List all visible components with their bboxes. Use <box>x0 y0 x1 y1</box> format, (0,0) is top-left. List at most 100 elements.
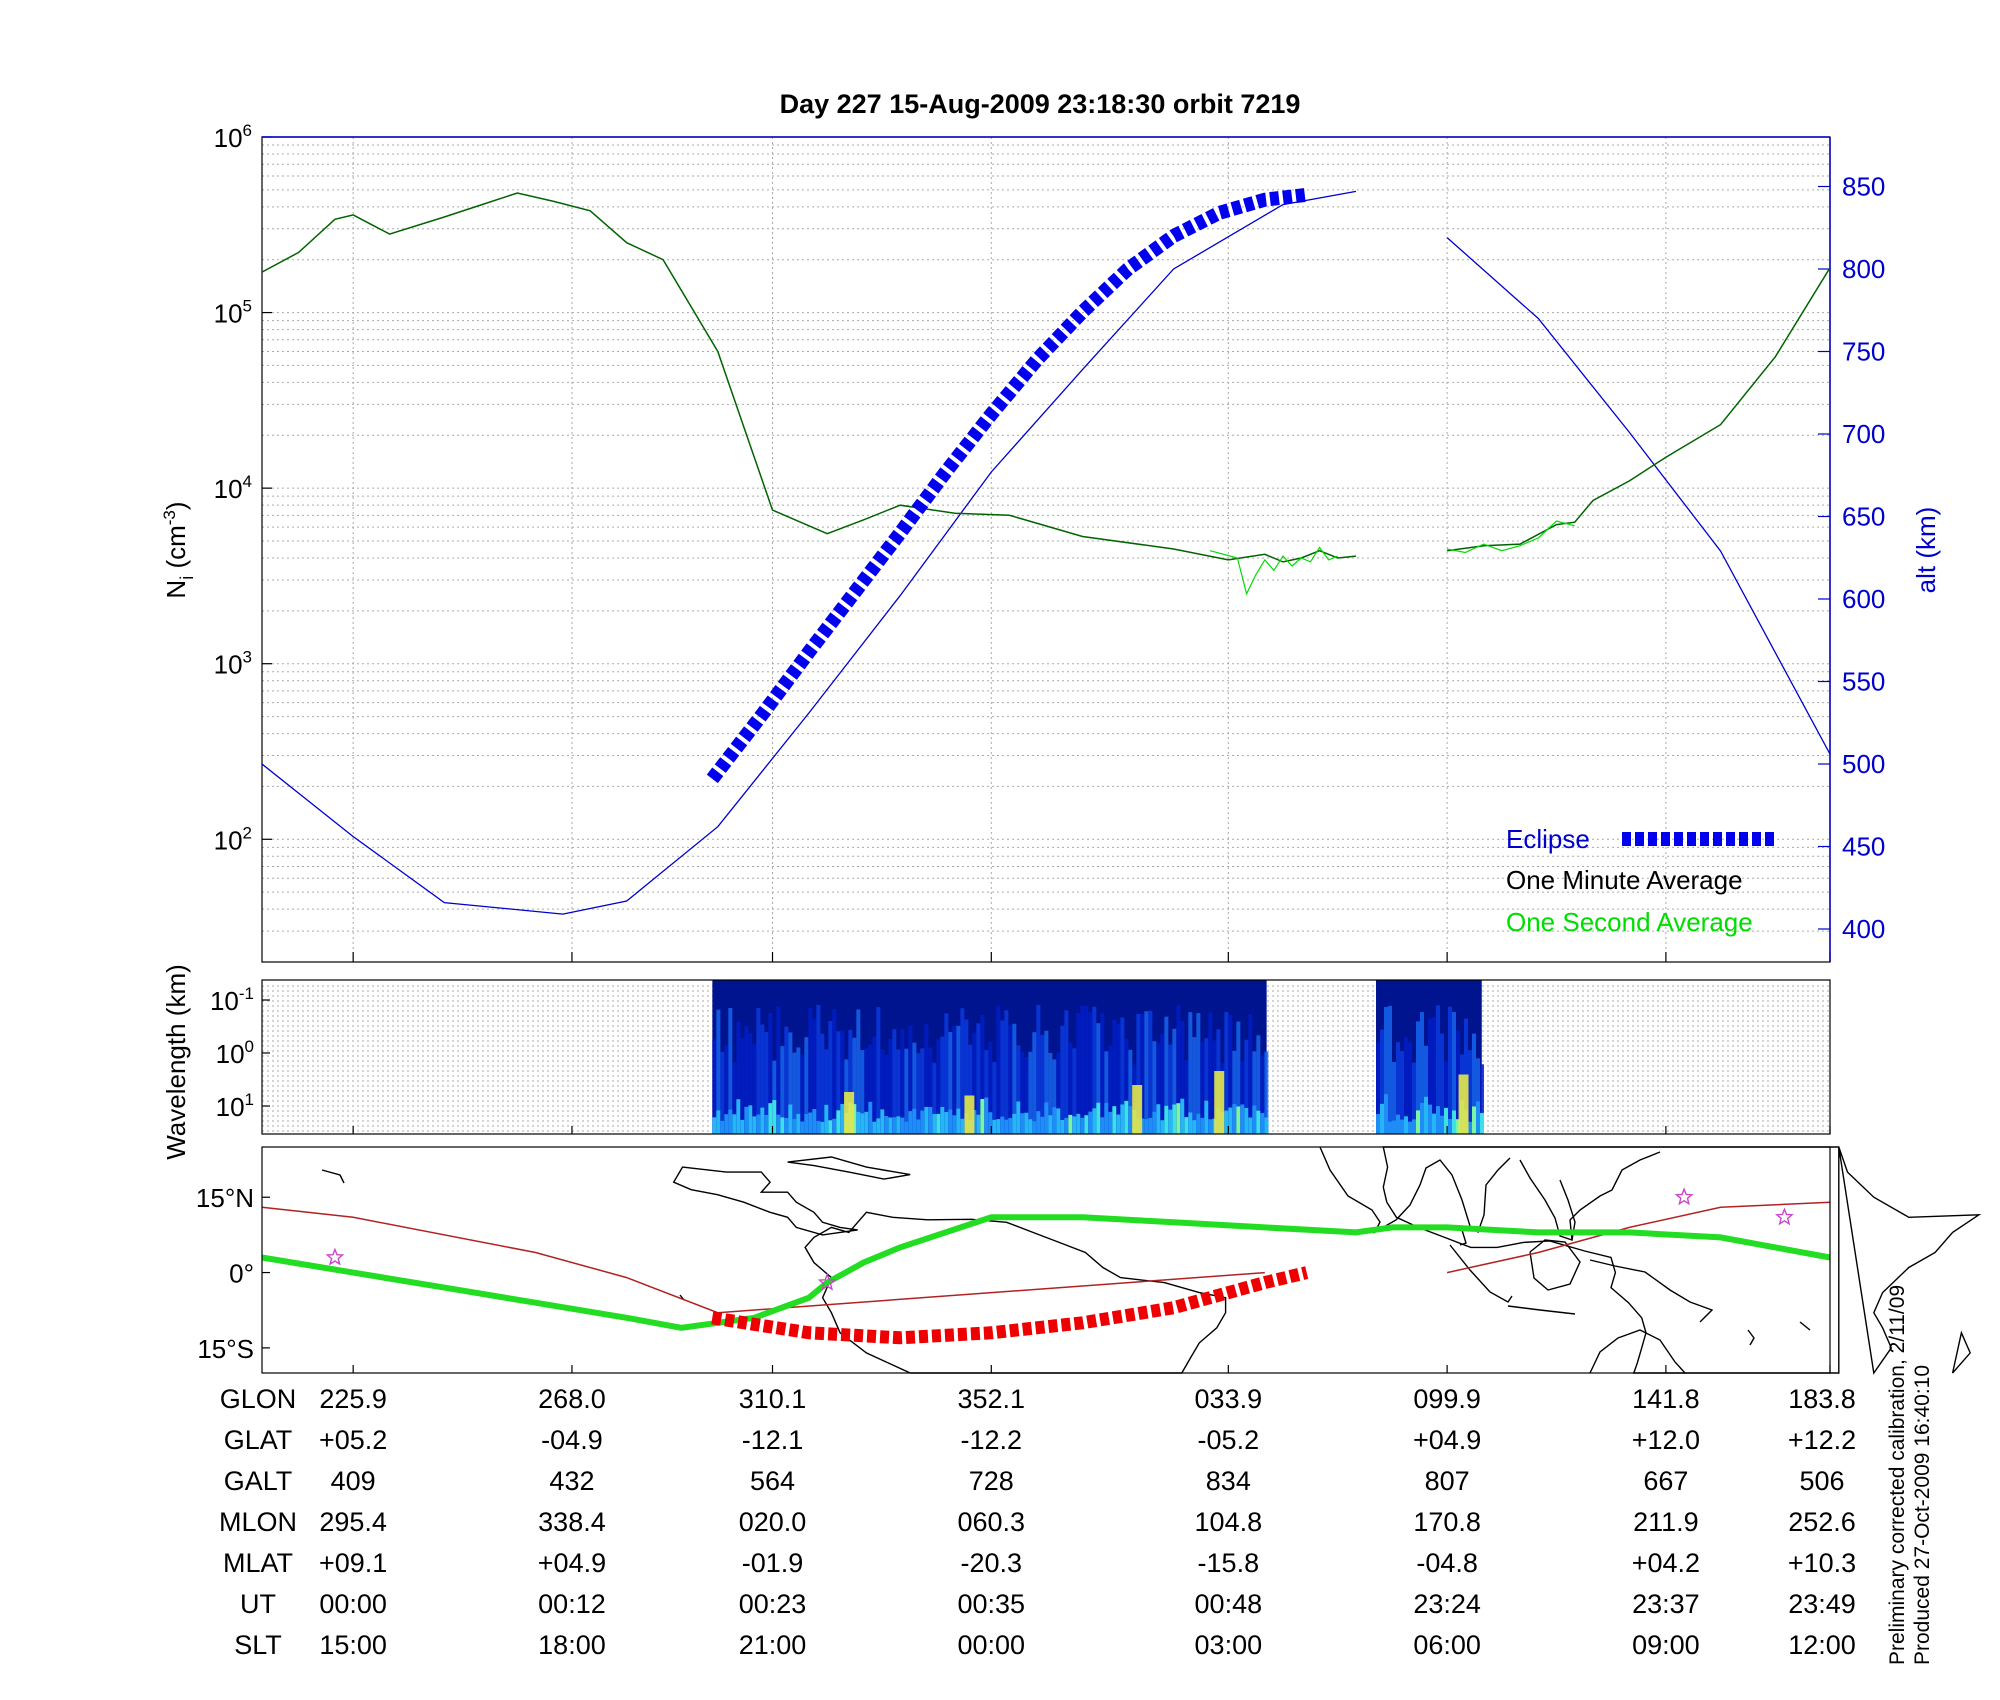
spectrogram-column <box>1116 1023 1121 1134</box>
spectrogram-column <box>1044 1030 1049 1134</box>
table-cell: 295.4 <box>319 1507 387 1537</box>
spectrogram-column <box>888 1039 893 1134</box>
y2-tick-label: 450 <box>1842 832 1885 862</box>
spectrogram-column-high <box>876 1118 881 1134</box>
table-row-label-mlon: MLON <box>219 1507 297 1537</box>
table-cell: -12.2 <box>961 1425 1023 1455</box>
spectrogram-column-high <box>820 1121 825 1134</box>
spectrogram-column <box>916 1053 921 1134</box>
magnetic-star-marker <box>817 1272 837 1291</box>
spectrogram-column <box>764 1032 769 1134</box>
spectrogram-column <box>1152 1041 1157 1134</box>
spectrogram-column-high <box>724 1114 729 1134</box>
spectrogram-column-high <box>1400 1119 1405 1134</box>
table-cell: 352.1 <box>958 1384 1026 1414</box>
spectrogram-column-high <box>1040 1116 1045 1134</box>
spectrogram-column-high <box>1184 1117 1189 1134</box>
spectrogram-column <box>1416 1021 1421 1134</box>
spectrogram-column <box>864 1048 869 1134</box>
map-plot-area <box>262 1147 1830 1373</box>
one-second-average-line <box>1209 546 1338 596</box>
spectrogram-axis-ticks <box>262 999 1831 1134</box>
spectrogram-column-high <box>904 1121 909 1134</box>
footer-calibration-note: Preliminary corrected calibration, 2/11/… <box>1886 1285 1909 1665</box>
spectrogram-column <box>1016 1045 1021 1134</box>
coast-java <box>1507 1305 1576 1315</box>
spectrogram-column-high <box>996 1119 1001 1134</box>
coast-hawaii <box>321 1169 345 1184</box>
spectrogram-column <box>1032 1032 1037 1134</box>
spectrogram-column <box>1388 1005 1393 1134</box>
table-cell: 225.9 <box>319 1384 387 1414</box>
spectrogram-column <box>724 1045 729 1134</box>
table-cell: 23:49 <box>1788 1589 1856 1619</box>
spectrogram-column <box>1056 1052 1061 1134</box>
spectrogram-column-high <box>720 1120 725 1134</box>
spectrogram-column <box>1160 1033 1165 1134</box>
spectrogram-column <box>1092 1006 1097 1134</box>
y-axis-label: Ni (cm-3) <box>160 501 197 598</box>
table-cell: -15.8 <box>1198 1548 1260 1578</box>
eclipse-track-line <box>711 1266 1309 1345</box>
y-tick-label: 104 <box>214 472 252 504</box>
coast-sumatra <box>1449 1244 1513 1303</box>
coast-madagascar <box>1951 1330 1972 1374</box>
table-cell: 00:48 <box>1195 1589 1263 1619</box>
spectrogram-column <box>716 1009 721 1134</box>
spectrogram-column <box>1064 1010 1069 1134</box>
spectrogram-column-high <box>748 1105 753 1134</box>
y-tick-label: 105 <box>214 297 252 329</box>
spectrogram-column-high <box>1388 1121 1393 1134</box>
spectrogram-column-high <box>1076 1113 1081 1134</box>
spectrogram-column-high <box>1004 1119 1009 1134</box>
one-minute-average-line-segment-2 <box>1446 267 1830 552</box>
spectrogram-column-high <box>1240 1104 1245 1134</box>
spectrogram-column-high <box>712 1117 717 1134</box>
y2-tick-label: 500 <box>1842 749 1885 779</box>
map-y-tick-label: 15°N <box>196 1183 254 1213</box>
spectrogram-column <box>788 1032 793 1134</box>
table-cell: 00:23 <box>739 1589 807 1619</box>
spectrogram-column <box>984 1050 989 1134</box>
spectrogram-y-tick-label: 100 <box>216 1037 254 1069</box>
spectrogram-column <box>896 1049 901 1134</box>
spectrogram-column-high <box>908 1111 913 1134</box>
magnetic-star-marker <box>1774 1207 1794 1226</box>
spectrogram-column <box>856 1009 861 1134</box>
spectrogram-column <box>1060 1025 1065 1134</box>
y2-tick-label: 850 <box>1842 172 1885 202</box>
spectrogram-column <box>1008 1024 1013 1134</box>
spectrogram-y-tick-label: 101 <box>216 1090 254 1122</box>
table-cell: 15:00 <box>319 1630 387 1660</box>
spectrogram-column-high <box>1412 1119 1417 1134</box>
table-cell: 409 <box>331 1466 376 1496</box>
spectrogram-column-high <box>1420 1102 1425 1134</box>
spectrogram-column-high <box>1376 1114 1381 1134</box>
spectrogram-column-high <box>1264 1117 1269 1134</box>
spectrogram-column <box>1384 1007 1389 1134</box>
spectrogram-y-tick-label: 10-1 <box>210 984 254 1016</box>
spectrogram-column-high <box>736 1099 741 1134</box>
table-cell: 807 <box>1425 1466 1470 1496</box>
density-grid <box>262 137 1831 963</box>
table-cell: 268.0 <box>538 1384 606 1414</box>
spectrogram-column <box>1400 1051 1405 1134</box>
spectrogram-column-high <box>1440 1115 1445 1134</box>
spectrogram-column <box>1148 1010 1153 1134</box>
spectrogram-column <box>988 1041 993 1134</box>
spectrogram-column-high <box>1224 1110 1229 1134</box>
spectrogram-column <box>1436 1005 1441 1134</box>
spectrogram-column-high <box>1020 1113 1025 1134</box>
spectrogram-column <box>1224 1011 1229 1134</box>
one-minute-average-line <box>262 192 1357 563</box>
spectrogram-column <box>836 1031 841 1134</box>
coast-borneo <box>1529 1239 1581 1291</box>
spectrogram-column <box>720 1051 725 1134</box>
spectrogram-column-high <box>1256 1110 1261 1134</box>
spectrogram-column-high <box>768 1103 773 1134</box>
spectrogram-column <box>1468 1050 1473 1134</box>
spectrogram-column <box>1028 1051 1033 1134</box>
spectrogram-column <box>904 1048 909 1134</box>
spectrogram-column <box>1024 1056 1029 1134</box>
